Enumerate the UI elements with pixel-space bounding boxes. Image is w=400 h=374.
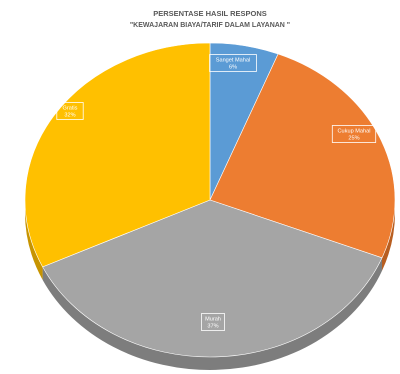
slice-label-box [56,102,84,120]
pie-side-gratis [25,200,43,280]
slice-label-value: 32% [64,113,75,119]
slice-label-name: Cukup Mahal [338,129,371,135]
chart-title-line1: PERSENTASE HASIL RESPONS [153,9,267,18]
slice-label-box [331,125,377,143]
slice-label-value: 25% [348,136,359,142]
pie-slice-gratis [24,42,211,268]
slice-label-name: Gratis [63,106,78,112]
slice-label-box [201,313,225,331]
pie-top-faces [24,42,396,358]
pie-side-cukup-mahal [382,200,395,271]
pie-side-murah [42,257,383,370]
slice-label-box [209,54,257,72]
slice-label-value: 37% [207,324,218,330]
slice-label-name: Murah [205,317,221,323]
pie-slice-murah [42,199,383,358]
slice-label-value: 6% [229,65,237,71]
pie-slice-cukup-mahal [209,53,396,259]
chart-title-line2: "KEWAJARAN BIAYA/TARIF DALAM LAYANAN " [130,22,290,29]
slice-label-name: Sanget Mahal [216,58,251,64]
pie-side-walls [25,200,395,370]
